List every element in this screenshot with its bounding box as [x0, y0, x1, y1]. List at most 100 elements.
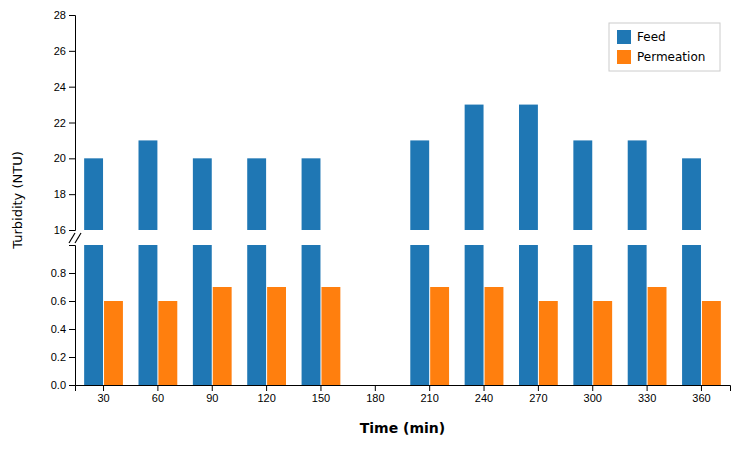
axis-line: [76, 386, 731, 392]
tick-mark: [69, 385, 75, 386]
tick-label: 24: [54, 81, 66, 93]
tick-label: 16: [54, 224, 66, 236]
tick: 0.4: [51, 323, 75, 335]
tick: 360: [692, 385, 710, 404]
bar: [267, 287, 286, 385]
bar: [485, 287, 504, 385]
tick: 16: [54, 224, 75, 236]
x-axis-title: Time (min): [360, 420, 445, 436]
bar: [410, 245, 429, 385]
tick: 210: [420, 385, 438, 404]
tick-label: 0.6: [51, 295, 66, 307]
tick-label: 18: [54, 188, 66, 200]
tick-label: 0.0: [51, 379, 66, 391]
bar: [519, 245, 538, 385]
bar: [682, 158, 701, 230]
bar: [410, 140, 429, 230]
tick-label: 270: [529, 392, 547, 404]
bars: [84, 105, 701, 230]
tick-mark: [69, 301, 75, 302]
tick-mark: [103, 385, 104, 391]
tick-mark: [592, 385, 593, 391]
bar: [682, 245, 701, 385]
top-panel: 16182022242628FeedPermeation: [54, 9, 720, 455]
chart: 16182022242628FeedPermeation306090120150…: [0, 0, 750, 455]
tick: 150: [312, 385, 330, 404]
bars: [84, 245, 721, 385]
tick-mark: [69, 194, 75, 195]
legend-swatch: [617, 30, 631, 44]
bar: [139, 245, 158, 385]
tick-mark: [212, 385, 213, 391]
tick-mark: [69, 15, 75, 16]
tick: 28: [54, 9, 75, 21]
tick-label: 28: [54, 9, 66, 21]
bar: [302, 245, 321, 385]
bar: [628, 245, 647, 385]
bar: [193, 158, 212, 230]
tick-mark: [701, 385, 702, 391]
tick-mark: [266, 385, 267, 391]
legend: Feed Permeation: [609, 23, 720, 71]
tick: 0.8: [51, 267, 75, 279]
tick-mark: [69, 230, 75, 231]
tick-label: 90: [206, 392, 218, 404]
tick-mark: [429, 385, 430, 391]
x-axis: 30 60 90 120 150 180 210 240 270 300 330 360: [76, 385, 731, 404]
tick: 0.0: [51, 379, 75, 391]
tick-mark: [538, 385, 539, 391]
bar: [84, 245, 103, 385]
bar: [302, 158, 321, 230]
bar: [104, 301, 123, 385]
bar: [247, 245, 266, 385]
tick: 300: [584, 385, 602, 404]
bar: [702, 301, 721, 385]
bar: [539, 301, 558, 385]
axis-break: [69, 233, 81, 243]
bar: [465, 105, 484, 230]
tick: 240: [475, 385, 493, 404]
legend-entry: Feed: [617, 30, 666, 45]
tick-label: 20: [54, 152, 66, 164]
tick-label: 120: [257, 392, 275, 404]
tick-label: 30: [97, 392, 109, 404]
bar: [213, 287, 232, 385]
bottom-panel: 3060901201501802102402703003303600.00.20…: [51, 0, 731, 404]
tick-mark: [69, 123, 75, 124]
tick-label: 60: [152, 392, 164, 404]
y-axis-title: Turbidity (NTU): [10, 151, 25, 250]
bar: [593, 301, 612, 385]
tick: 60: [152, 385, 164, 404]
tick: 120: [257, 385, 275, 404]
tick-label: 0.8: [51, 267, 66, 279]
tick: 0.6: [51, 295, 75, 307]
bar: [84, 158, 103, 230]
axis-line: [69, 16, 76, 231]
y-axis: 0.00.20.40.60.8: [51, 246, 76, 392]
bar: [628, 140, 647, 230]
bar: [573, 140, 592, 230]
tick: 30: [97, 385, 109, 404]
tick: 26: [54, 45, 75, 57]
tick-label: 240: [475, 392, 493, 404]
tick-mark: [69, 357, 75, 358]
legend-label: Feed: [637, 30, 666, 44]
bar: [139, 140, 158, 230]
legend-label: Permeation: [637, 50, 705, 64]
legend-box: [609, 23, 720, 71]
tick-label: 150: [312, 392, 330, 404]
tick-label: 210: [420, 392, 438, 404]
tick: 330: [638, 385, 656, 404]
tick-mark: [69, 87, 75, 88]
tick-mark: [484, 385, 485, 391]
tick-mark: [69, 329, 75, 330]
legend-entry: Permeation: [617, 50, 705, 65]
break-mark: [75, 233, 81, 243]
bar: [573, 245, 592, 385]
legend-swatch: [617, 50, 631, 64]
tick-label: 300: [584, 392, 602, 404]
bar: [321, 287, 340, 385]
tick: 90: [206, 385, 218, 404]
tick-label: 180: [366, 392, 384, 404]
tick-mark: [375, 385, 376, 391]
